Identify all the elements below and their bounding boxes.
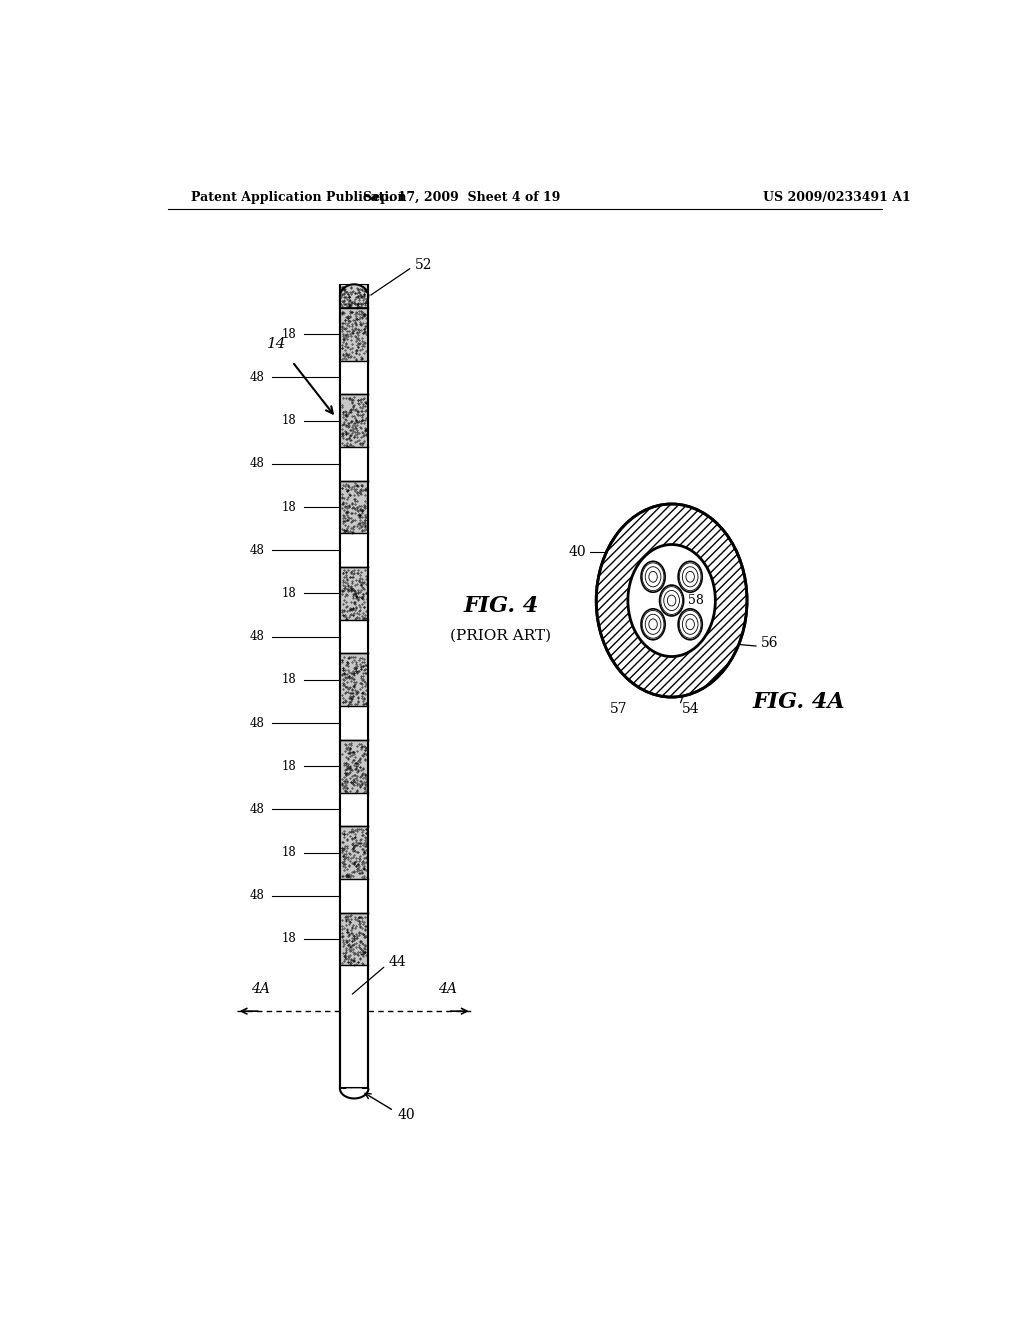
Bar xyxy=(340,792,369,826)
Text: 18: 18 xyxy=(282,500,296,513)
Text: 48: 48 xyxy=(250,371,264,384)
Text: 56: 56 xyxy=(761,636,779,651)
Text: 52: 52 xyxy=(415,259,432,272)
Text: 4A: 4A xyxy=(251,982,270,995)
Text: 54: 54 xyxy=(682,702,699,717)
Text: (PRIOR ART): (PRIOR ART) xyxy=(451,630,552,643)
Text: 44: 44 xyxy=(388,956,407,969)
Bar xyxy=(340,395,369,447)
Circle shape xyxy=(596,504,748,697)
Text: 57: 57 xyxy=(610,702,628,717)
Bar xyxy=(340,360,369,395)
Bar xyxy=(340,285,369,308)
Text: 18: 18 xyxy=(282,846,296,859)
Bar xyxy=(340,620,369,653)
Text: 40: 40 xyxy=(569,545,587,560)
Bar xyxy=(340,653,369,706)
Text: 48: 48 xyxy=(250,890,264,903)
Text: US 2009/0233491 A1: US 2009/0233491 A1 xyxy=(763,190,910,203)
Wedge shape xyxy=(346,1089,362,1098)
Text: 4A: 4A xyxy=(438,982,458,995)
Text: 18: 18 xyxy=(282,932,296,945)
Text: 18: 18 xyxy=(282,414,296,428)
Text: FIG. 4: FIG. 4 xyxy=(463,594,539,616)
Text: 58: 58 xyxy=(688,594,703,607)
Text: 18: 18 xyxy=(282,673,296,686)
Text: 48: 48 xyxy=(250,717,264,730)
Text: 18: 18 xyxy=(282,587,296,599)
Circle shape xyxy=(641,561,666,593)
Bar xyxy=(340,447,369,480)
Bar xyxy=(340,285,369,1089)
Bar xyxy=(340,480,369,533)
Bar xyxy=(340,826,369,879)
Bar xyxy=(340,739,369,792)
Bar xyxy=(340,879,369,912)
Text: Patent Application Publication: Patent Application Publication xyxy=(191,190,407,203)
Circle shape xyxy=(659,585,684,616)
Text: 14: 14 xyxy=(266,338,286,351)
Text: 48: 48 xyxy=(250,457,264,470)
Bar xyxy=(340,568,369,620)
Text: 18: 18 xyxy=(282,327,296,341)
Bar xyxy=(340,912,369,965)
Text: Sep. 17, 2009  Sheet 4 of 19: Sep. 17, 2009 Sheet 4 of 19 xyxy=(362,190,560,203)
Text: FIG. 4A: FIG. 4A xyxy=(753,692,845,713)
Bar xyxy=(340,308,369,360)
Bar xyxy=(340,533,369,568)
Circle shape xyxy=(678,561,702,593)
Text: 48: 48 xyxy=(250,630,264,643)
Text: 40: 40 xyxy=(397,1107,416,1122)
Circle shape xyxy=(641,609,666,640)
Text: 18: 18 xyxy=(282,760,296,772)
Text: 48: 48 xyxy=(250,803,264,816)
Circle shape xyxy=(678,609,702,640)
Bar xyxy=(340,706,369,739)
Circle shape xyxy=(628,545,716,656)
Text: 48: 48 xyxy=(250,544,264,557)
